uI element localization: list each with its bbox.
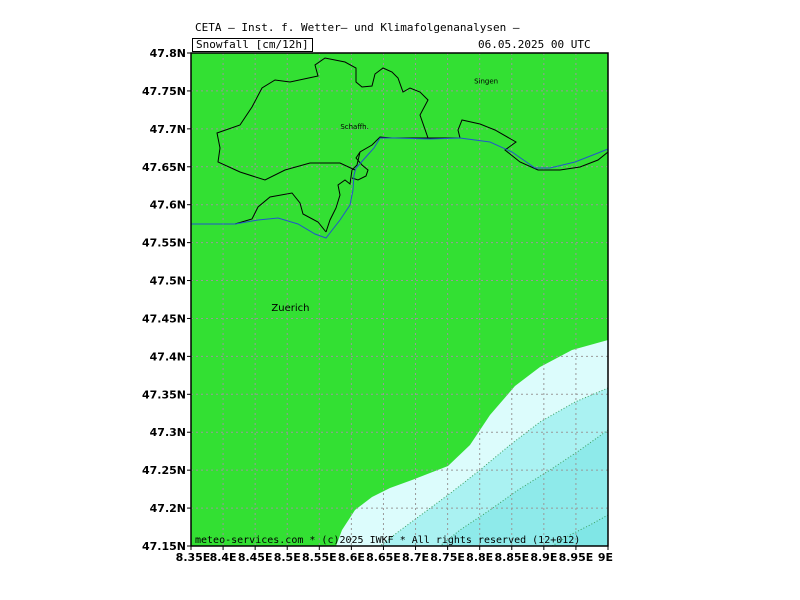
country-border	[351, 151, 369, 181]
y-tick-label: 47.4N	[150, 350, 186, 363]
country-border	[216, 57, 429, 181]
variable-label: Snowfall [cm/12h]	[192, 38, 313, 52]
grid-lines	[191, 53, 608, 546]
river-rhine	[191, 137, 608, 239]
y-tick-label: 47.2N	[150, 502, 186, 515]
x-tick-label: 8.95E	[559, 551, 594, 564]
credit-text: meteo-services.com * (c)2025 IWKF * All …	[195, 535, 580, 546]
y-tick-label: 47.7N	[150, 123, 186, 136]
y-tick-label: 47.75N	[142, 85, 186, 98]
y-tick-label: 47.3N	[150, 426, 186, 439]
y-tick-label: 47.55N	[142, 237, 186, 250]
x-tick-label: 8.45E	[238, 551, 273, 564]
place-label: Singen	[474, 77, 498, 85]
x-tick-label: 8.5E	[274, 551, 301, 564]
y-tick-label: 47.45N	[142, 312, 186, 325]
snow-moderate-area	[440, 430, 608, 546]
x-tick-label: 8.8E	[466, 551, 493, 564]
x-tick-label: 8.85E	[494, 551, 529, 564]
x-tick-label: 8.6E	[338, 551, 365, 564]
y-tick-label: 47.15N	[142, 540, 186, 553]
x-tick-label: 8.55E	[302, 551, 337, 564]
plot-frame	[190, 52, 609, 547]
y-axis: 47.15N 47.2N 47.25N 47.3N 47.35N 47.4N 47.45N 4…	[142, 47, 191, 553]
place-label: Zuerich	[271, 303, 309, 314]
x-tick-label: 8.65E	[366, 551, 401, 564]
x-tick-label: 9E	[598, 551, 613, 564]
y-tick-label: 47.65N	[142, 161, 186, 174]
x-tick-label: 8.7E	[402, 551, 429, 564]
snow-heavy-area	[552, 515, 608, 546]
contour-line	[439, 429, 608, 546]
y-tick-label: 47.5N	[150, 275, 186, 288]
x-axis: 8.35E 8.4E 8.45E 8.5E 8.55E 8.6E 8.65E 8.7E 8.75…	[176, 546, 613, 564]
y-tick-label: 47.35N	[142, 388, 186, 401]
place-label: Schaffh.	[340, 123, 369, 131]
y-tick-label: 47.8N	[150, 47, 186, 60]
x-tick-label: 8.9E	[530, 551, 557, 564]
y-tick-label: 47.6N	[150, 199, 186, 212]
map-org-title: CETA – Inst. f. Wetter– und Klimafolgena…	[195, 21, 520, 34]
x-tick-label: 8.35E	[176, 551, 211, 564]
place-labels: Zuerich Schaffh. Singen	[271, 77, 498, 314]
valid-datetime: 06.05.2025 00 UTC	[478, 38, 591, 51]
x-tick-label: 8.75E	[430, 551, 465, 564]
y-tick-label: 47.25N	[142, 464, 186, 477]
x-tick-label: 8.4E	[210, 551, 237, 564]
country-border	[191, 192, 327, 233]
